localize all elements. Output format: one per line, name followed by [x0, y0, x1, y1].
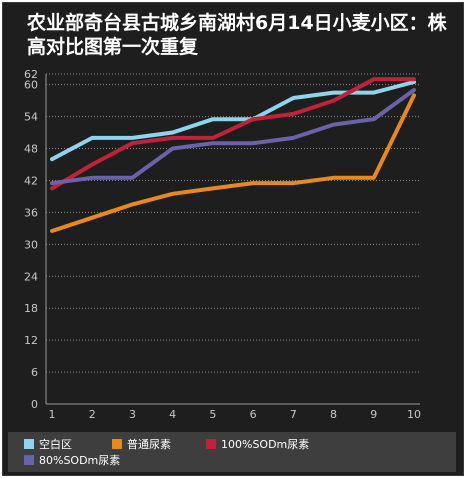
- x-tick-label: 10: [407, 408, 421, 421]
- legend-swatch: [24, 439, 34, 449]
- y-tick-label: 36: [24, 206, 38, 219]
- x-tick-label: 4: [169, 408, 176, 421]
- legend-item: 100%SODm尿素: [206, 436, 309, 452]
- x-tick-label: 2: [89, 408, 96, 421]
- legend-item: 80%SODm尿素: [24, 452, 120, 468]
- series-line-4: [50, 88, 416, 186]
- series-line-2: [50, 93, 416, 233]
- y-tick-label: 12: [24, 334, 38, 347]
- y-tick-label: 30: [24, 238, 38, 251]
- legend-swatch: [112, 439, 122, 449]
- x-tick-label: 7: [290, 408, 297, 421]
- x-tick-label: 1: [49, 408, 56, 421]
- y-tick-label: 60: [24, 79, 38, 92]
- x-tick-label: 3: [129, 408, 136, 421]
- y-tick-label: 42: [24, 174, 38, 187]
- x-tick-label: 5: [209, 408, 216, 421]
- y-tick-label: 48: [24, 143, 38, 156]
- x-tick-label: 9: [370, 408, 377, 421]
- series-line-1: [50, 80, 416, 162]
- y-tick-label: 24: [24, 270, 38, 283]
- y-tick-label: 18: [24, 302, 38, 315]
- y-tick-label: 62: [24, 68, 38, 81]
- legend-label: 普通尿素: [127, 438, 171, 451]
- chart-title: 农业部奇台县古城乡南湖村6月14日小麦小区：株高对比图第一次重复: [27, 12, 447, 58]
- legend-item: 空白区: [24, 436, 72, 452]
- legend-label: 80%SODm尿素: [39, 454, 121, 467]
- y-tick-label: 6: [31, 366, 38, 379]
- y-tick-label: 0: [31, 398, 38, 411]
- legend-swatch: [206, 439, 216, 449]
- legend-label: 空白区: [39, 438, 72, 451]
- x-tick-label: 6: [250, 408, 257, 421]
- series-line-3: [50, 77, 416, 191]
- legend-swatch: [24, 455, 34, 465]
- legend-item: 普通尿素: [112, 436, 171, 452]
- y-tick-label: 54: [24, 111, 38, 124]
- chart-legend: 空白区 普通尿素 100%SODm尿素 80%SODm尿素: [8, 432, 456, 472]
- plot-area: [46, 74, 420, 404]
- x-tick-label: 8: [330, 408, 337, 421]
- legend-label: 100%SODm尿素: [221, 438, 310, 451]
